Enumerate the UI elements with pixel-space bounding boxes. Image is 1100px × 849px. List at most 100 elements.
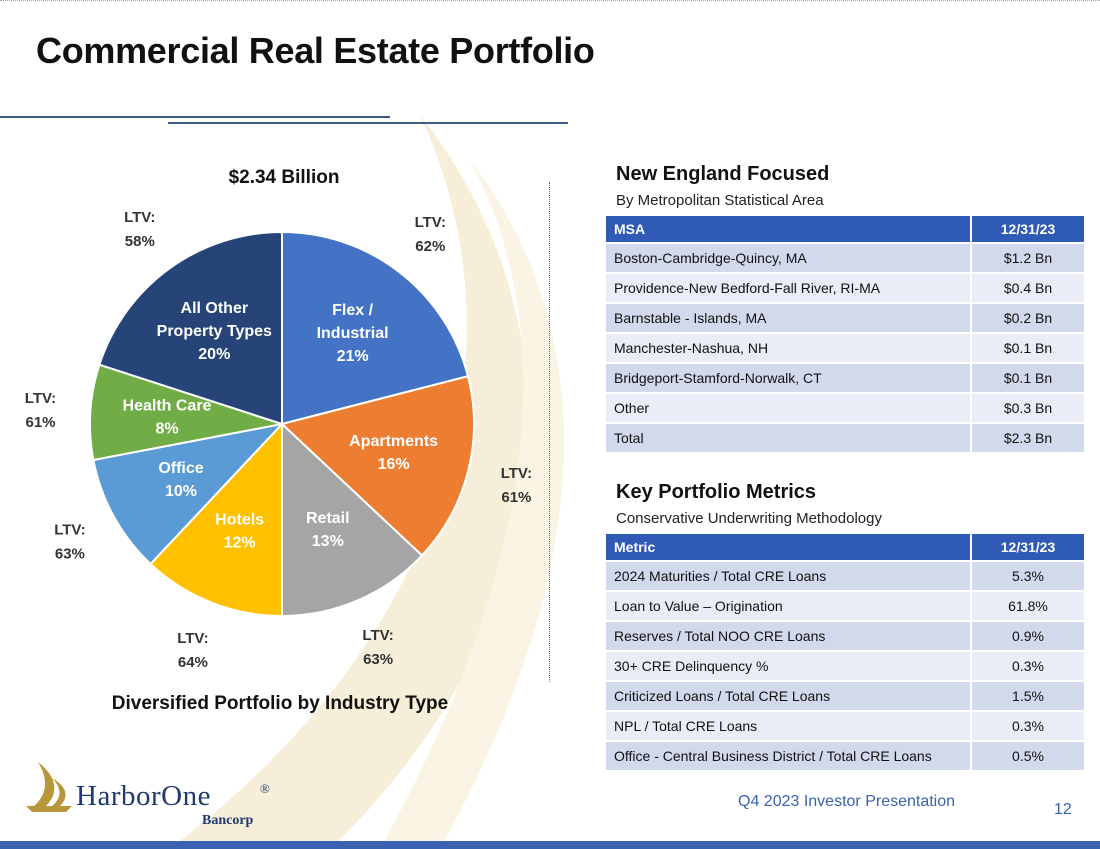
table-row: Loan to Value – Origination 61.8% <box>606 590 1084 621</box>
msa-row-value: $0.2 Bn <box>971 302 1084 333</box>
metrics-row-label: Criticized Loans / Total CRE Loans <box>606 680 972 711</box>
top-dotted-border <box>0 0 1100 1</box>
msa-row-label: Total <box>606 422 972 452</box>
metrics-row-label: 30+ CRE Delinquency % <box>606 650 972 681</box>
pie-ltv-labels: LTV: 62% LTV: 61% LTV: 63% LTV: 64% LTV: 63% LTV: 6… <box>25 209 532 671</box>
slice-name-label: Property Types <box>157 323 272 340</box>
table-row: Barnstable - Islands, MA $0.2 Bn <box>606 302 1084 333</box>
bottom-accent-bar <box>0 841 1100 849</box>
page-number: 12 <box>1054 801 1072 818</box>
slice-percent-label: 21% <box>337 348 369 365</box>
msa-row-label: Boston-Cambridge-Quincy, MA <box>606 242 972 273</box>
pie-slice <box>89 363 283 462</box>
sail-logo-icon <box>34 762 55 806</box>
msa-row-label: Providence-New Bedford-Fall River, RI-MA <box>606 272 972 303</box>
harborone-logo: HarborOne ® Bancorp <box>26 762 270 828</box>
pie-slice <box>149 421 283 618</box>
column-header-date: 12/31/23 <box>971 216 1084 243</box>
metrics-row-label: Office - Central Business District / Tot… <box>606 740 972 770</box>
slice-ltv-label: LTV: <box>54 522 85 539</box>
table-header-row: Metric 12/31/23 <box>606 534 1084 561</box>
msa-row-value: $0.4 Bn <box>971 272 1084 303</box>
metrics-row-label: Reserves / Total NOO CRE Loans <box>606 620 972 651</box>
msa-row-value: $2.3 Bn <box>971 422 1084 452</box>
page-title: Commercial Real Estate Portfolio <box>36 30 595 71</box>
title-underline <box>0 116 390 118</box>
table-row: Reserves / Total NOO CRE Loans 0.9% <box>606 620 1084 651</box>
logo-registered: ® <box>260 781 270 796</box>
pie-slice <box>281 230 470 426</box>
column-divider <box>549 182 550 682</box>
msa-row-label: Other <box>606 392 972 423</box>
pie-slices <box>89 230 475 618</box>
metrics-row-value: 5.3% <box>971 560 1084 591</box>
table-row: Total $2.3 Bn <box>606 422 1084 452</box>
msa-row-label: Bridgeport-Stamford-Norwalk, CT <box>606 362 972 393</box>
metrics-row-value: 61.8% <box>971 590 1084 621</box>
table-row: 30+ CRE Delinquency % 0.3% <box>606 650 1084 681</box>
slice-percent-label: 13% <box>312 533 344 550</box>
pie-slice <box>279 375 475 557</box>
metrics-row-label: Loan to Value – Origination <box>606 590 972 621</box>
table-row: Office - Central Business District / Tot… <box>606 740 1084 770</box>
slice-ltv-label: 64% <box>178 654 208 671</box>
slice-ltv-label: LTV: <box>501 465 532 482</box>
slice-percent-label: 20% <box>198 346 230 363</box>
slice-percent-label: 8% <box>155 420 178 437</box>
msa-row-label: Manchester-Nashua, NH <box>606 332 972 363</box>
slice-name-label: Health Care <box>123 397 212 414</box>
table-row: NPL / Total CRE Loans 0.3% <box>606 710 1084 741</box>
metrics-subheading: Conservative Underwriting Methodology <box>616 510 882 527</box>
logo-subtitle: Bancorp <box>202 813 254 828</box>
slice-name-label: Industrial <box>317 325 389 342</box>
table-row: Boston-Cambridge-Quincy, MA $1.2 Bn <box>606 242 1084 273</box>
logo-wordmark: HarborOne <box>76 780 211 812</box>
table-row: Manchester-Nashua, NH $0.1 Bn <box>606 332 1084 363</box>
table-header-row: MSA 12/31/23 <box>606 216 1084 243</box>
metrics-row-label: NPL / Total CRE Loans <box>606 710 972 741</box>
slice-ltv-label: LTV: <box>362 627 393 644</box>
slice-ltv-label: 63% <box>55 546 85 563</box>
table-row: Providence-New Bedford-Fall River, RI-MA… <box>606 272 1084 303</box>
column-header-date: 12/31/23 <box>971 534 1084 561</box>
msa-row-label: Barnstable - Islands, MA <box>606 302 972 333</box>
msa-table: MSA 12/31/23 Boston-Cambridge-Quincy, MA… <box>606 216 1084 452</box>
pie-slice <box>98 230 283 426</box>
footer-presentation-title: Q4 2023 Investor Presentation <box>738 793 956 810</box>
metrics-row-value: 0.3% <box>971 710 1084 741</box>
slice-name-label: Retail <box>306 510 350 527</box>
metrics-table: Metric 12/31/23 2024 Maturities / Total … <box>606 534 1084 770</box>
msa-heading: New England Focused <box>616 163 830 185</box>
pie-slice <box>281 421 424 618</box>
title-underline-secondary <box>168 122 568 124</box>
metrics-heading: Key Portfolio Metrics <box>616 481 817 503</box>
pie-slice <box>92 422 285 566</box>
column-header-msa: MSA <box>606 216 972 243</box>
metrics-row-value: 0.9% <box>971 620 1084 651</box>
table-row: 2024 Maturities / Total CRE Loans 5.3% <box>606 560 1084 591</box>
slice-name-label: Office <box>158 460 203 477</box>
slice-percent-label: 16% <box>378 456 410 473</box>
table-row: Criticized Loans / Total CRE Loans 1.5% <box>606 680 1084 711</box>
pie-chart: $2.34 Billion Flex / Industrial 21% Apartme… <box>25 167 532 714</box>
slice-name-label: Apartments <box>349 433 438 450</box>
msa-row-value: $1.2 Bn <box>971 242 1084 273</box>
column-header-metric: Metric <box>606 534 972 561</box>
metrics-row-label: 2024 Maturities / Total CRE Loans <box>606 560 972 591</box>
table-row: Other $0.3 Bn <box>606 392 1084 423</box>
msa-row-value: $0.1 Bn <box>971 332 1084 363</box>
slice-name-label: All Other <box>181 300 249 317</box>
slice-ltv-label: 58% <box>125 233 155 250</box>
slice-ltv-label: LTV: <box>25 390 56 407</box>
slice-ltv-label: LTV: <box>415 214 446 231</box>
slice-name-label: Hotels <box>215 512 264 529</box>
slice-ltv-label: 61% <box>501 489 531 506</box>
pie-slice-labels: Flex / Industrial 21% Apartments 16% Retail 13… <box>123 300 439 552</box>
slice-name-label: Flex / <box>332 302 373 319</box>
slice-ltv-label: 61% <box>25 414 55 431</box>
slice-percent-label: 10% <box>165 483 197 500</box>
slice-ltv-label: LTV: <box>177 630 208 647</box>
metrics-row-value: 0.5% <box>971 740 1084 770</box>
slice-percent-label: 12% <box>224 535 256 552</box>
